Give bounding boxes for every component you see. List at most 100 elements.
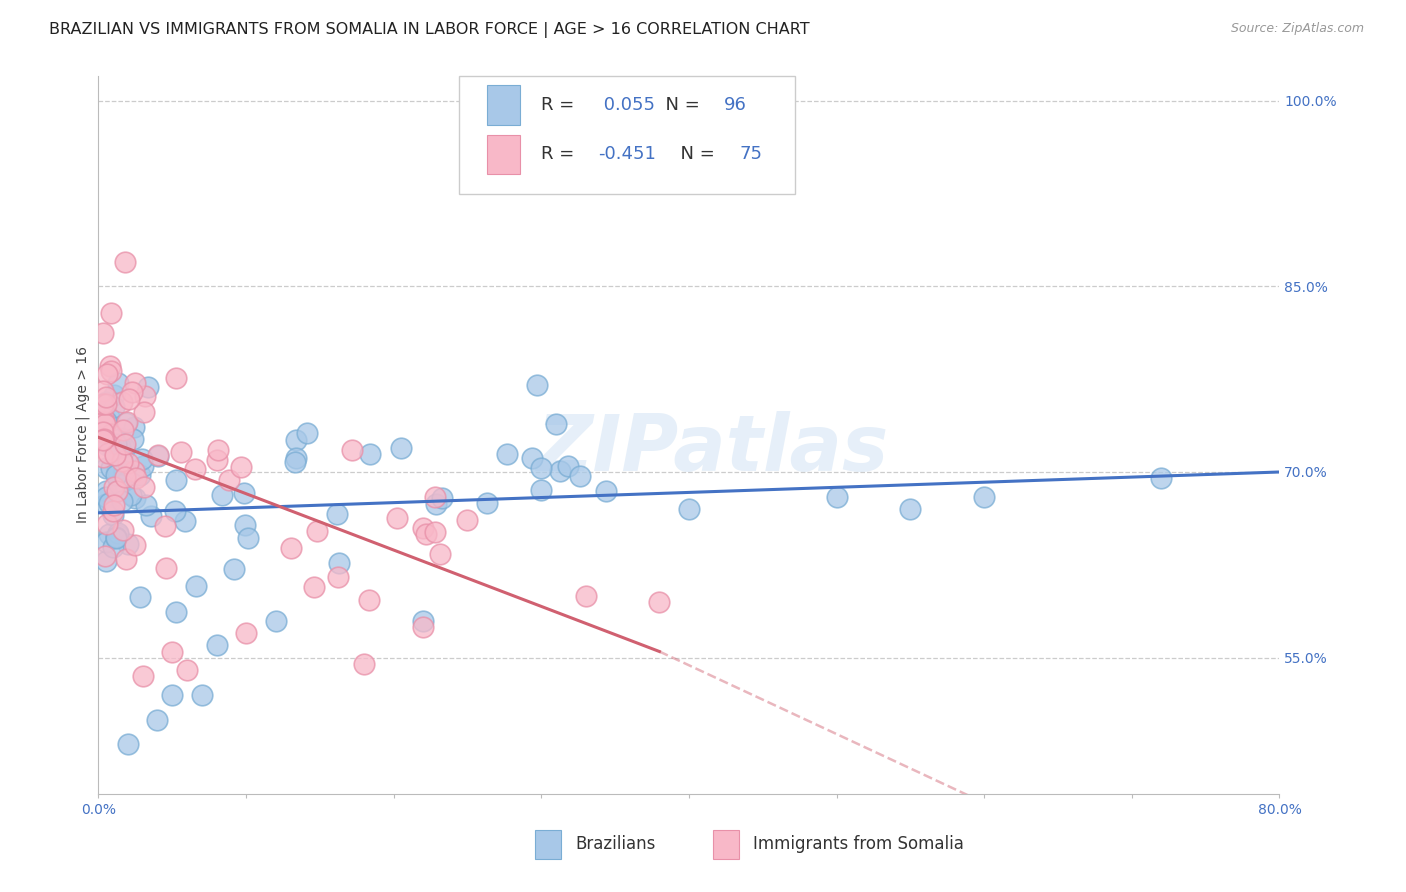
Point [191, 688, 214, 702]
Point [264, 614, 287, 628]
Text: R =: R = [541, 145, 581, 163]
Point [112, 440, 135, 454]
Point [91, 410, 114, 425]
Point [155, 561, 177, 575]
Text: 75: 75 [740, 145, 762, 163]
Point [569, 468, 592, 483]
Point [238, 531, 260, 545]
Point [224, 562, 246, 576]
Point [340, 442, 363, 457]
Point [146, 713, 169, 727]
Point [557, 458, 579, 473]
Y-axis label: In Labor Force | Age > 16: In Labor Force | Age > 16 [76, 346, 90, 524]
Point [496, 447, 519, 461]
FancyBboxPatch shape [486, 135, 520, 174]
Point [94, 497, 117, 511]
Point [91, 450, 114, 464]
Point [305, 524, 328, 538]
Point [325, 507, 347, 521]
Point [111, 423, 134, 437]
Point [93, 416, 115, 430]
Point [96, 367, 118, 381]
Point [530, 460, 553, 475]
Point [94, 490, 117, 504]
Point [91, 397, 114, 411]
Point [425, 490, 447, 504]
Point [359, 592, 381, 607]
Point [103, 400, 125, 414]
FancyBboxPatch shape [458, 76, 796, 194]
Point [328, 556, 350, 570]
Point [132, 669, 155, 683]
Point [118, 392, 141, 406]
Point [131, 452, 153, 467]
Point [132, 458, 155, 473]
Text: R =: R = [541, 96, 581, 114]
Point [103, 480, 125, 494]
Point [117, 737, 139, 751]
Point [205, 638, 228, 652]
Point [91, 433, 114, 447]
Point [91, 384, 114, 398]
Point [111, 453, 134, 467]
Point [100, 306, 122, 320]
Point [412, 520, 434, 534]
Point [423, 524, 446, 539]
FancyBboxPatch shape [713, 830, 738, 858]
Point [575, 589, 598, 603]
Point [229, 460, 252, 475]
Point [165, 605, 187, 619]
Point [124, 538, 146, 552]
Point [94, 390, 117, 404]
Point [530, 483, 553, 497]
Point [94, 483, 117, 498]
Point [141, 508, 163, 523]
Point [170, 444, 193, 458]
Point [544, 417, 567, 432]
Text: 0.055: 0.055 [598, 96, 655, 114]
Point [105, 530, 128, 544]
Point [104, 448, 127, 462]
Point [425, 497, 447, 511]
Point [176, 663, 198, 677]
Point [1150, 471, 1173, 485]
Point [114, 469, 136, 483]
Point [595, 484, 617, 499]
Point [283, 454, 305, 468]
Point [110, 476, 132, 491]
Point [105, 463, 128, 477]
Point [385, 511, 408, 525]
Point [100, 461, 122, 475]
Point [284, 450, 307, 465]
Point [218, 474, 240, 488]
Point [148, 448, 170, 462]
Point [359, 446, 381, 460]
Point [111, 453, 134, 467]
Point [94, 417, 117, 431]
Point [825, 490, 848, 504]
Point [973, 490, 995, 504]
Point [136, 380, 159, 394]
Point [165, 504, 187, 518]
Text: N =: N = [654, 96, 704, 114]
Point [124, 376, 146, 390]
Point [233, 486, 256, 500]
Point [111, 494, 134, 508]
Point [114, 437, 136, 451]
Point [96, 517, 118, 532]
Point [125, 471, 148, 485]
Point [207, 443, 229, 458]
Point [115, 416, 138, 430]
Point [114, 254, 136, 268]
Text: Immigrants from Somalia: Immigrants from Somalia [752, 835, 963, 853]
Point [105, 483, 128, 498]
Point [415, 527, 437, 541]
Point [117, 457, 139, 471]
Point [101, 540, 124, 554]
Point [526, 378, 548, 392]
Point [115, 552, 138, 566]
Point [104, 468, 127, 483]
Point [280, 541, 302, 555]
Text: Source: ZipAtlas.com: Source: ZipAtlas.com [1230, 22, 1364, 36]
Point [112, 464, 135, 478]
